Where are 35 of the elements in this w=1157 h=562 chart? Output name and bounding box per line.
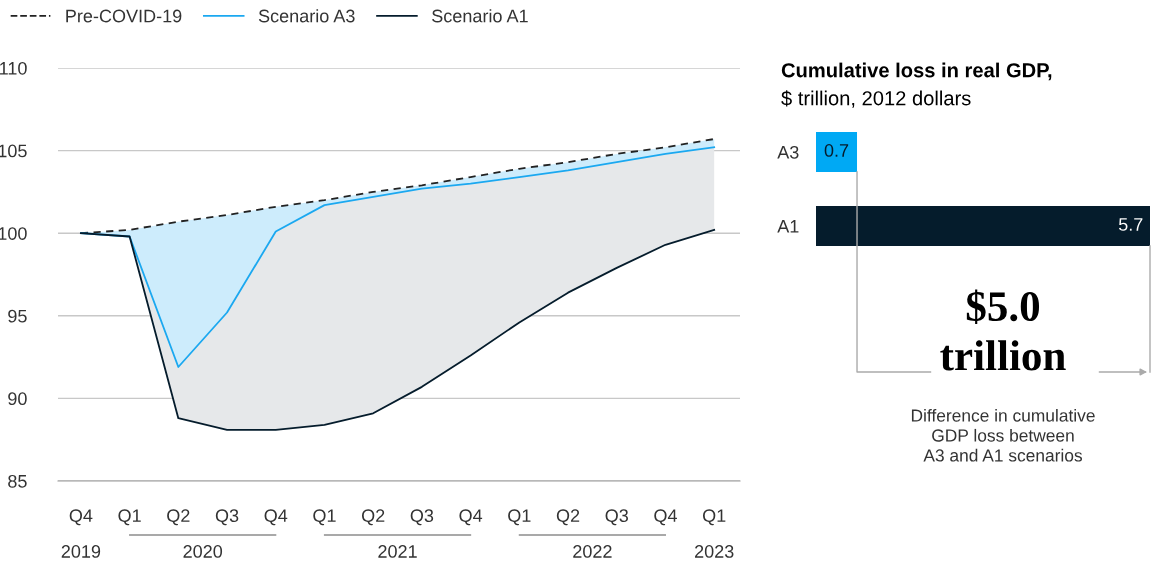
x-tick-label: Q1 <box>313 509 336 526</box>
x-tick-label: Q2 <box>556 509 580 526</box>
text: 2023 <box>695 545 734 558</box>
y-tick-label: 110 <box>0 61 27 75</box>
x-tick-label: Q2 <box>167 509 190 526</box>
chart-title: Cumulative loss in real GDP, <box>781 62 1052 81</box>
legend-label: Scenario A3 <box>258 9 355 23</box>
y-tick-label: 95 <box>8 309 27 323</box>
x-tick-label: Q2 <box>361 509 385 526</box>
x-tick-label: Q4 <box>264 509 288 526</box>
y-tick-label: 90 <box>8 392 27 406</box>
x-tick-label: Q3 <box>605 509 628 526</box>
text: $5.0 trillion <box>940 289 1066 371</box>
text: Difference in cumulative GDP loss between A3 and A1 scenarios <box>911 408 1095 462</box>
data-label: 5.7 <box>1118 218 1143 231</box>
text: 2021 <box>378 545 417 558</box>
legend-label: Pre-COVID-19 <box>66 9 182 23</box>
text: 2022 <box>573 545 612 558</box>
x-tick-label: Q1 <box>702 509 726 526</box>
x-tick-label: Q3 <box>410 509 434 526</box>
text: 2019 <box>61 545 101 558</box>
data-label: 0.7 <box>824 144 849 157</box>
x-tick-label: Q1 <box>118 509 141 526</box>
text: 2020 <box>183 545 223 558</box>
y-tick-label: 85 <box>8 474 27 488</box>
x-tick-label: Q4 <box>459 509 483 526</box>
y-tick-label: A1 <box>777 220 799 233</box>
x-tick-label: Q1 <box>508 509 531 526</box>
y-tick-label: A3 <box>777 145 799 159</box>
line-series <box>79 228 716 431</box>
x-tick-label: Q4 <box>654 509 677 526</box>
x-tick-label: Q4 <box>69 509 93 526</box>
x-tick-label: Q3 <box>215 509 239 526</box>
legend-label: Scenario A1 <box>432 9 528 23</box>
chart-subtitle: $ trillion, 2012 dollars <box>781 90 971 108</box>
